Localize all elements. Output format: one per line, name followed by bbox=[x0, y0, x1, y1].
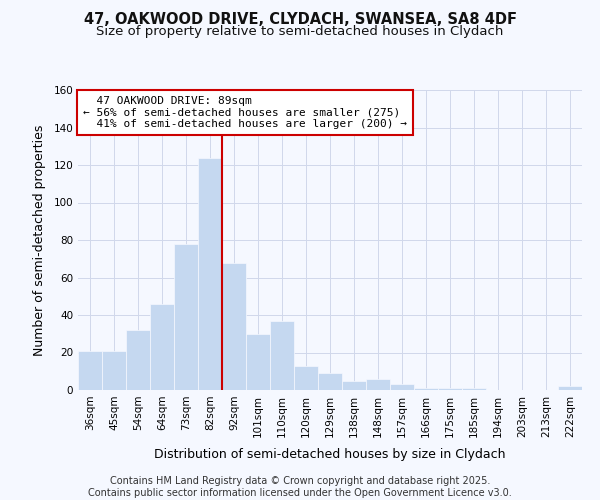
Bar bbox=[366, 379, 390, 390]
Text: 47, OAKWOOD DRIVE, CLYDACH, SWANSEA, SA8 4DF: 47, OAKWOOD DRIVE, CLYDACH, SWANSEA, SA8… bbox=[83, 12, 517, 28]
Text: 47 OAKWOOD DRIVE: 89sqm
← 56% of semi-detached houses are smaller (275)
  41% of: 47 OAKWOOD DRIVE: 89sqm ← 56% of semi-de… bbox=[83, 96, 407, 129]
Bar bbox=[270, 320, 294, 390]
Bar bbox=[78, 350, 102, 390]
X-axis label: Distribution of semi-detached houses by size in Clydach: Distribution of semi-detached houses by … bbox=[154, 448, 506, 461]
Bar bbox=[318, 373, 342, 390]
Text: Contains HM Land Registry data © Crown copyright and database right 2025.
Contai: Contains HM Land Registry data © Crown c… bbox=[88, 476, 512, 498]
Bar bbox=[174, 244, 198, 390]
Bar bbox=[558, 386, 582, 390]
Bar bbox=[222, 262, 246, 390]
Text: Size of property relative to semi-detached houses in Clydach: Size of property relative to semi-detach… bbox=[97, 25, 503, 38]
Bar bbox=[198, 158, 222, 390]
Bar bbox=[462, 388, 486, 390]
Bar bbox=[342, 380, 366, 390]
Bar bbox=[390, 384, 414, 390]
Bar bbox=[414, 388, 438, 390]
Bar bbox=[246, 334, 270, 390]
Bar bbox=[294, 366, 318, 390]
Bar bbox=[150, 304, 174, 390]
Bar bbox=[438, 388, 462, 390]
Bar bbox=[102, 350, 126, 390]
Y-axis label: Number of semi-detached properties: Number of semi-detached properties bbox=[34, 124, 46, 356]
Bar bbox=[126, 330, 150, 390]
